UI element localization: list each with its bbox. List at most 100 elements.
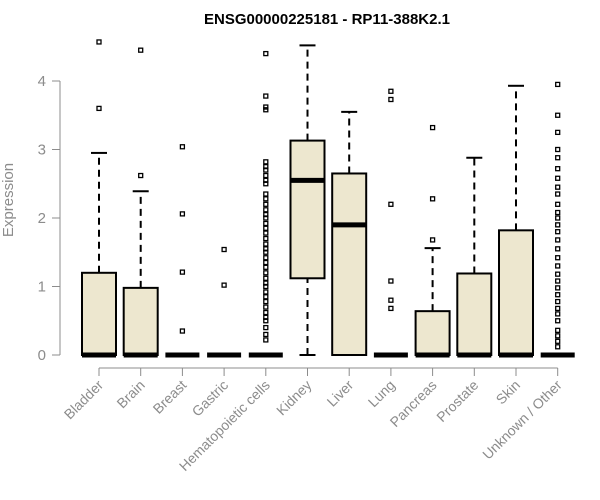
y-tick-label: 0 [38,347,46,364]
y-tick-label: 4 [38,73,46,90]
outlier-point [555,166,561,172]
outlier-point [263,177,269,183]
outlier-point [555,129,561,136]
outlier-point [388,96,394,103]
box-unknown-other [540,81,575,358]
box-body [456,272,493,356]
x-tick-label: Bladder [61,377,107,423]
outlier-point [263,230,269,236]
outlier-point [555,255,561,261]
outlier-point [429,196,436,202]
outlier-point [263,314,269,320]
outlier-point [555,298,561,305]
outlier-point [555,263,561,269]
outlier-point [429,124,436,131]
outlier-point [96,105,102,112]
outlier-point [555,311,561,317]
box-body [289,139,326,280]
outlier-point [555,175,561,181]
outlier-point [555,246,561,252]
outlier-point [263,107,269,113]
outlier-point [263,196,269,202]
outlier-point [555,327,561,333]
box-body [122,286,159,356]
outlier-point [388,201,394,207]
outlier-point [263,294,269,300]
x-tick-label: Breast [150,377,190,417]
box-body [414,310,451,357]
outlier-point [221,246,227,253]
x-tick-label: Prostate [433,377,481,425]
outlier-point [555,201,561,207]
outlier-point [388,297,394,303]
outlier-point [263,298,269,305]
outlier-point [263,304,269,310]
box-skin [498,84,534,358]
box-body [81,271,117,356]
outlier-point [388,305,394,312]
outlier-point [263,270,269,276]
box-breast [165,144,200,358]
outlier-point [263,104,269,110]
outlier-point [263,264,269,270]
outlier-point [555,305,561,312]
y-tick-label: 3 [38,142,46,159]
outlier-point [388,278,394,284]
box-lung [373,88,408,358]
x-tick-label: Unknown / Other [479,377,565,463]
outlier-point [263,211,269,218]
outlier-point [179,211,186,217]
outlier-point [263,275,269,281]
outlier-point [555,209,561,216]
outlier-point [179,328,186,334]
outlier-point [138,172,144,179]
boxes-layer [81,39,575,358]
outlier-point [263,309,269,316]
x-tick-label: Skin [493,377,524,408]
box-bladder [81,39,117,358]
outlier-point [555,333,561,339]
outlier-point [138,47,144,53]
outlier-point [555,191,561,197]
y-tick-label: 2 [38,210,46,227]
outlier-point [263,259,269,266]
outlier-point [555,184,561,190]
box-kidney [289,44,326,356]
outlier-point [388,88,394,94]
outlier-point [263,289,269,295]
outlier-point [555,215,561,221]
outlier-point [96,39,102,45]
outlier-point [179,269,186,275]
box-pancreas [414,124,451,358]
outlier-point [555,112,561,118]
outlier-point [263,93,269,99]
box-brain [122,47,159,358]
box-hematopoietic-cells [248,50,283,358]
chart-title: ENSG00000225181 - RP11-388K2.1 [204,11,450,28]
outlier-point [263,337,269,343]
outlier-point [263,255,269,261]
outlier-point [263,207,269,213]
outlier-point [263,191,269,197]
outlier-point [555,81,561,88]
outlier-point [555,292,561,298]
outlier-point [263,235,269,242]
outlier-point [263,280,269,286]
x-tick-label: Kidney [273,377,315,419]
x-tick-label: Liver [324,377,357,410]
outlier-point [555,237,561,243]
outlier-point [263,324,269,331]
outlier-point [555,318,561,324]
outlier-point [263,225,269,231]
outlier-point [429,237,436,243]
outlier-point [555,338,561,344]
outlier-point [555,278,561,284]
outlier-point [555,222,561,228]
outlier-point [555,285,561,291]
box-prostate [456,156,493,358]
x-tick-label: Lung [365,377,398,410]
outlier-point [555,155,561,161]
outlier-point [263,159,269,165]
outlier-point [263,331,269,338]
